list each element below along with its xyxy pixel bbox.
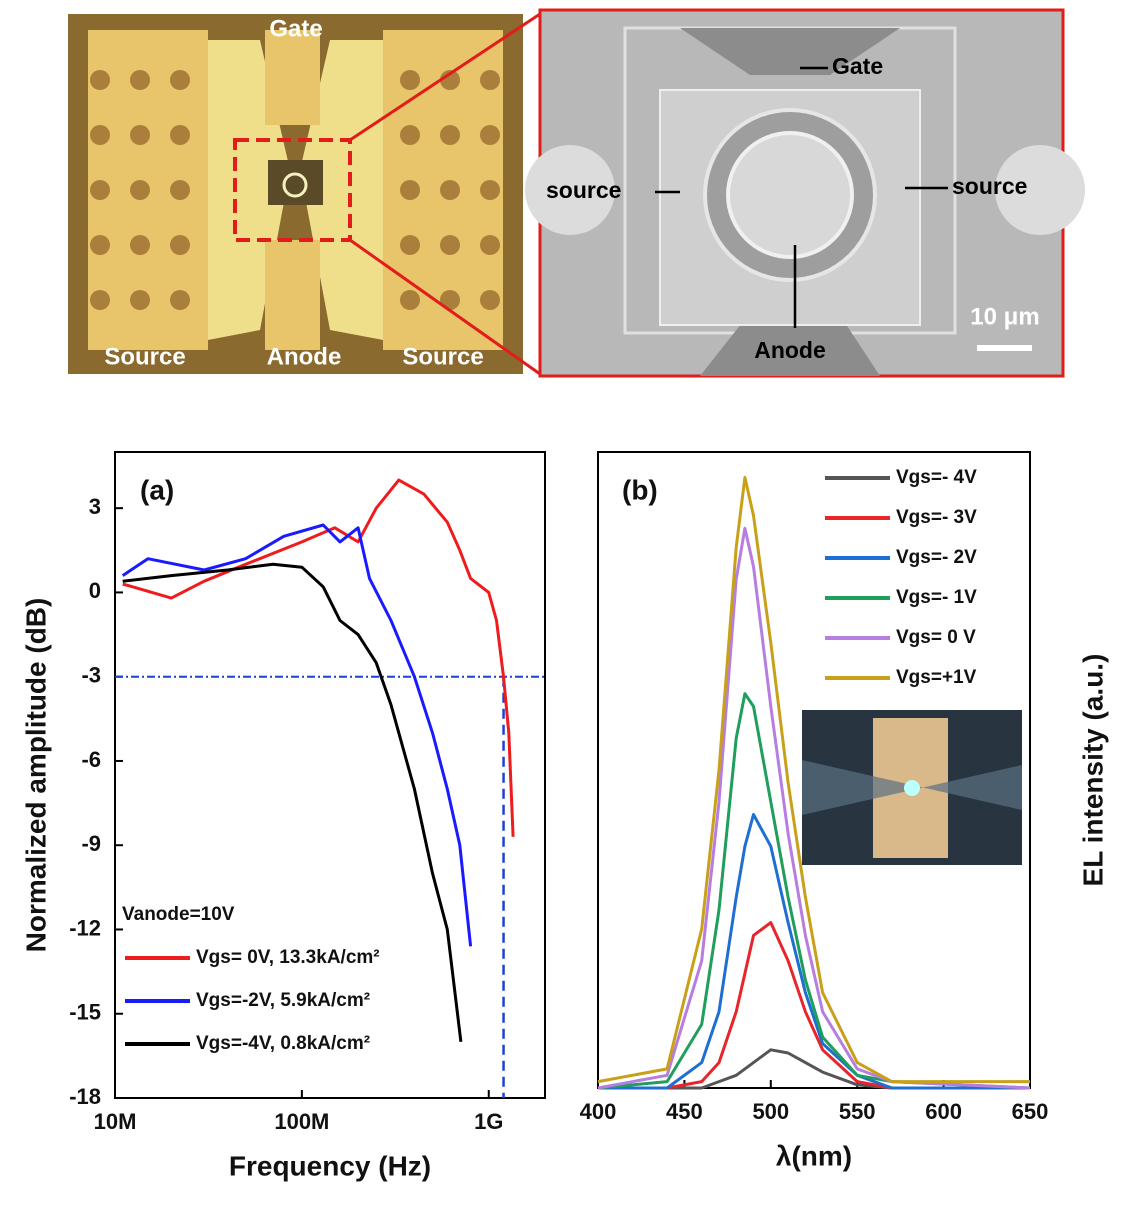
- y-axis-label: EL intensity (a.u.): [1077, 654, 1108, 887]
- zoom-line: [349, 12, 541, 142]
- scale-bar-label: 10 μm: [970, 303, 1039, 330]
- panel-label: (b): [622, 474, 658, 505]
- x-tick-label: 450: [666, 1099, 703, 1124]
- panel-label: (a): [140, 474, 174, 505]
- y-tick-label: -3: [81, 663, 101, 688]
- label: Gate: [269, 15, 322, 42]
- plot-frame: [114, 451, 546, 1099]
- x-tick-label: 650: [1012, 1099, 1049, 1124]
- series-line: [598, 921, 1030, 1090]
- annotation: Vanode=10V: [122, 904, 235, 925]
- legend-label: Vgs=-4V, 0.8kA/cm²: [196, 1033, 370, 1054]
- legend-label: Vgs=-2V, 5.9kA/cm²: [196, 990, 370, 1011]
- label: Gate: [832, 53, 883, 79]
- legend-label: Vgs= 0V, 13.3kA/cm²: [196, 947, 380, 968]
- x-tick-label: 400: [580, 1099, 617, 1124]
- x-axis-label: λ(nm): [776, 1140, 852, 1171]
- x-axis-label: Frequency (Hz): [229, 1150, 431, 1181]
- legend-label: Vgs=- 2V: [896, 547, 977, 568]
- series-line: [122, 478, 515, 837]
- label: Source: [104, 343, 185, 370]
- y-tick-label: 3: [89, 494, 101, 519]
- legend-label: Vgs= 0 V: [896, 627, 976, 648]
- legend-label: Vgs=- 1V: [896, 587, 977, 608]
- label: Anode: [267, 343, 342, 370]
- series-line: [597, 526, 1031, 1090]
- series-line: [597, 692, 1031, 1090]
- zoom-line: [349, 238, 541, 376]
- x-tick-label: 500: [752, 1099, 789, 1124]
- legend-label: Vgs=- 3V: [896, 507, 977, 528]
- legend-label: Vgs=- 4V: [896, 467, 977, 488]
- series-line: [121, 523, 473, 947]
- y-tick-label: 0: [89, 578, 101, 603]
- x-tick-label: 1G: [474, 1109, 503, 1134]
- label: Source: [402, 343, 483, 370]
- legend-label: Vgs=+1V: [896, 667, 977, 688]
- label: source: [952, 173, 1027, 199]
- sem-image: Gate source source Anode 10 μm: [525, 8, 1085, 378]
- series-line: [598, 1048, 1030, 1090]
- y-axis-label: Normalized amplitude (dB): [20, 598, 51, 953]
- y-tick-label: -15: [69, 1000, 101, 1025]
- x-tick-label: 550: [839, 1099, 876, 1124]
- label: Anode: [754, 337, 826, 363]
- plot-frame: [597, 451, 1031, 1089]
- series-line: [597, 475, 1030, 1084]
- inset-photo: [802, 710, 1022, 865]
- y-tick-label: -9: [81, 831, 101, 856]
- label: source: [546, 177, 621, 203]
- y-tick-label: -6: [81, 747, 101, 772]
- optical-image: Gate Source Anode Source: [68, 14, 523, 374]
- y-tick-label: -18: [69, 1084, 101, 1109]
- x-tick-label: 100M: [274, 1109, 329, 1134]
- x-tick-label: 600: [925, 1099, 962, 1124]
- series-line: [122, 562, 463, 1042]
- y-tick-label: -12: [69, 915, 101, 940]
- x-tick-label: 10M: [94, 1109, 137, 1134]
